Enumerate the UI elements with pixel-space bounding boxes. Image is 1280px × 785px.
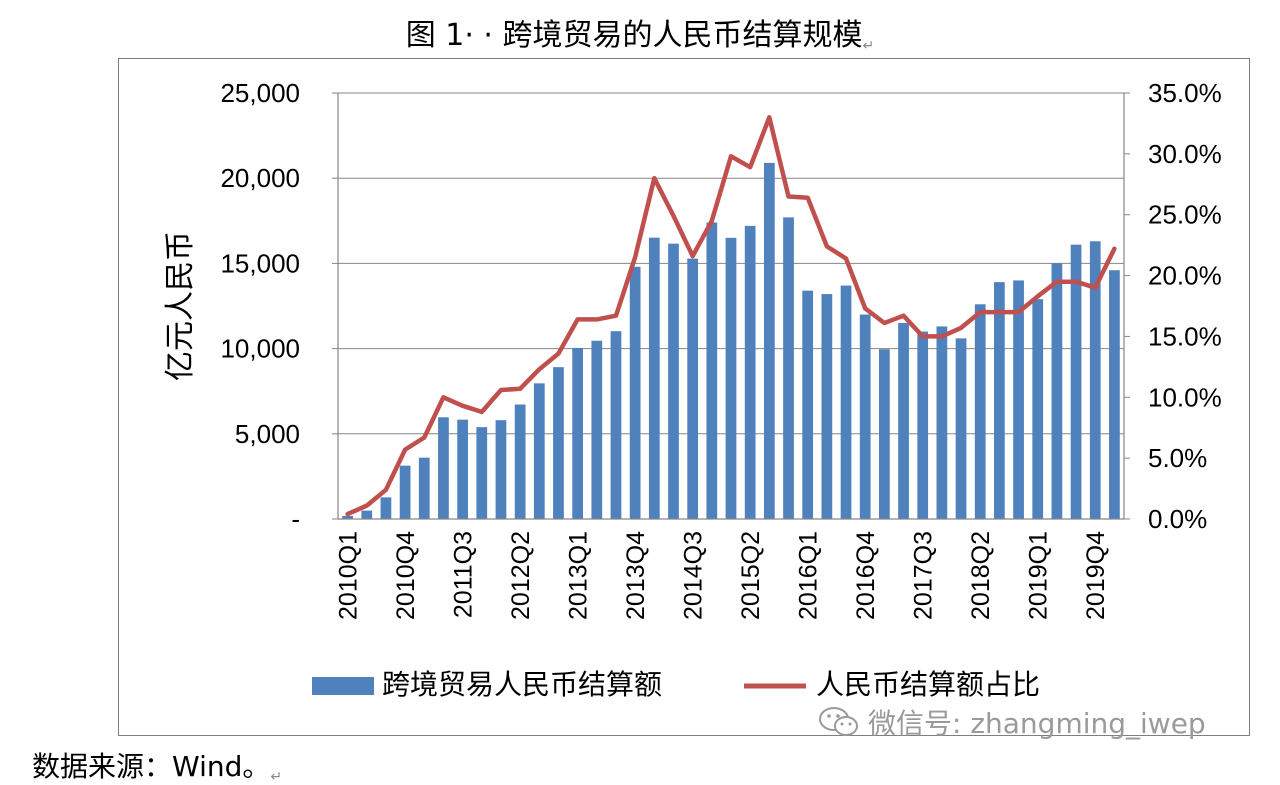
- bar: [553, 367, 564, 519]
- y-right-tick-label: 15.0%: [1148, 321, 1222, 351]
- x-tick-label: 2019Q1: [1025, 531, 1053, 620]
- bar: [1013, 280, 1024, 519]
- x-tick-label: 2016Q4: [852, 531, 880, 620]
- bar: [495, 420, 507, 519]
- y-right-tick-label: 10.0%: [1148, 382, 1222, 412]
- bar: [572, 347, 584, 519]
- bar: [687, 258, 699, 519]
- bar: [974, 304, 986, 519]
- y-right-tick-label: 30.0%: [1148, 139, 1222, 169]
- bar: [936, 326, 948, 519]
- bar: [1070, 244, 1082, 519]
- wechat-icon: [819, 707, 858, 736]
- bar: [361, 510, 373, 519]
- bar: [1032, 299, 1044, 519]
- chart-frame: [118, 58, 1250, 736]
- bar: [706, 222, 718, 519]
- bar: [476, 427, 488, 519]
- y-right-tick-label: 0.0%: [1148, 504, 1207, 534]
- x-tick-label: 2014Q3: [680, 531, 708, 620]
- bar: [399, 465, 411, 519]
- x-tick-label: 2011Q3: [450, 531, 478, 618]
- x-tick-label: 2017Q3: [910, 531, 938, 620]
- bar: [783, 217, 794, 519]
- bar: [668, 243, 679, 519]
- bar: [763, 162, 775, 519]
- legend-bar-swatch: [312, 677, 374, 695]
- share-line: [345, 115, 1117, 517]
- bar: [821, 294, 833, 519]
- x-tick-label: 2010Q1: [335, 531, 363, 620]
- y-right-tick-label: 25.0%: [1148, 200, 1222, 230]
- legend-line-label: 人民币结算额占比: [816, 668, 1040, 701]
- watermark-text: 微信号: zhangming_iwep: [868, 707, 1206, 740]
- y-left-tick-label: 25,000: [220, 78, 300, 108]
- y-left-tick-label: 15,000: [220, 248, 300, 278]
- x-tick-label: 2019Q4: [1082, 531, 1110, 620]
- y-left-tick-label: 20,000: [220, 163, 300, 193]
- bar: [1089, 241, 1101, 520]
- y-right-tick-label: 35.0%: [1148, 78, 1222, 108]
- x-tick-label: 2016Q1: [795, 531, 823, 620]
- bar: [744, 225, 756, 520]
- y-left-tick-label: 10,000: [220, 334, 300, 364]
- legend-bar-label: 跨境贸易人民币结算额: [382, 668, 662, 701]
- x-tick-label: 2010Q4: [392, 531, 420, 620]
- bar: [514, 404, 526, 519]
- bar: [342, 515, 353, 519]
- watermark: 微信号: zhangming_iwep: [818, 702, 1206, 742]
- bar: [380, 497, 392, 519]
- bar: [859, 314, 871, 519]
- y-right-tick-label: 20.0%: [1148, 261, 1222, 291]
- bar: [1109, 270, 1120, 519]
- bar: [994, 282, 1005, 519]
- x-tick-label: 2018Q2: [967, 531, 995, 620]
- bar: [1051, 263, 1063, 519]
- bar: [457, 419, 468, 519]
- bar: [648, 237, 660, 519]
- x-tick-label: 2012Q2: [507, 531, 535, 620]
- bar: [878, 349, 890, 519]
- bar: [438, 417, 449, 519]
- bar: [802, 290, 814, 519]
- x-tick-label: 2013Q4: [622, 531, 650, 620]
- y-left-tick-label: -: [291, 504, 300, 534]
- y-right-tick-label: 5.0%: [1148, 443, 1207, 473]
- bar: [418, 457, 430, 519]
- source-note: 数据来源：Wind。↵: [32, 750, 283, 785]
- y-axis-title: 亿元人民币: [163, 231, 198, 381]
- x-tick-label: 2015Q2: [737, 531, 765, 620]
- bar: [533, 383, 545, 519]
- bar: [917, 331, 929, 519]
- bar: [610, 331, 622, 519]
- bar: [629, 266, 641, 519]
- figure-title: 图 1· · 跨境贸易的人民币结算规模↵: [405, 18, 875, 54]
- bar: [725, 237, 737, 519]
- bar: [591, 340, 603, 519]
- bar: [955, 338, 967, 519]
- x-tick-label: 2013Q1: [565, 531, 593, 620]
- bar: [840, 285, 852, 519]
- bar: [898, 323, 909, 519]
- y-left-tick-label: 5,000: [235, 419, 300, 449]
